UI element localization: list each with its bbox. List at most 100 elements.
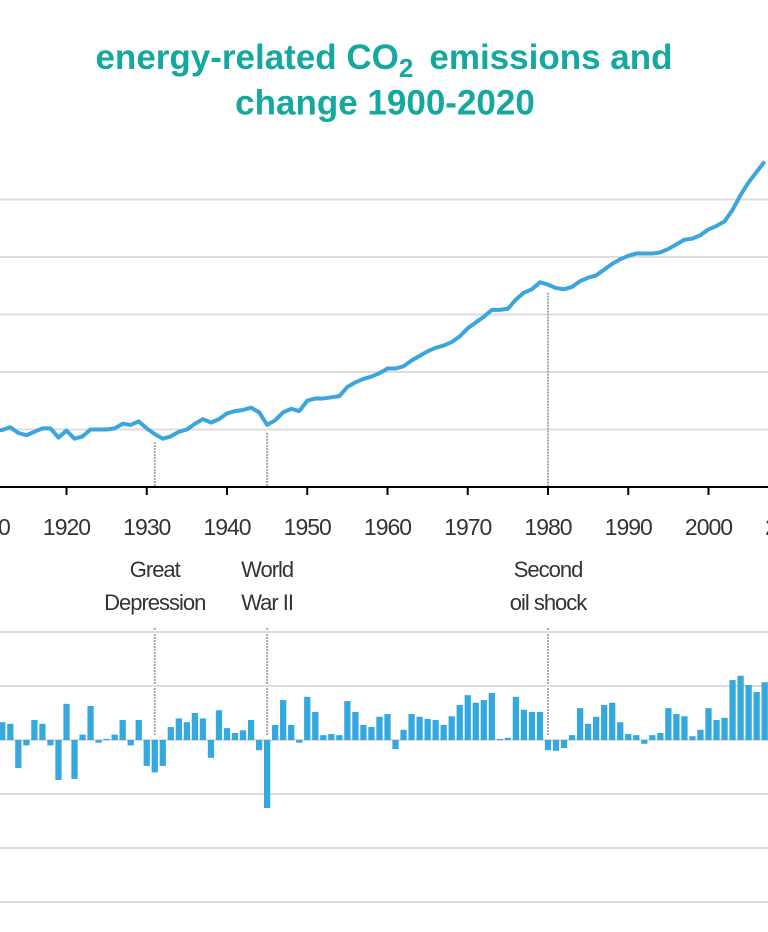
bar (584, 723, 592, 740)
x-tick-label: 1940 (203, 514, 250, 540)
bar (255, 740, 263, 751)
bar (528, 711, 536, 740)
bar (63, 703, 70, 740)
bar (183, 722, 191, 740)
x-tick-label: 1960 (364, 514, 411, 540)
bar (472, 702, 479, 740)
bar (544, 740, 552, 751)
bar (95, 740, 102, 743)
bar (304, 696, 311, 740)
bar (384, 714, 391, 740)
bar (745, 684, 752, 740)
bar (159, 740, 166, 766)
bar (263, 740, 271, 809)
bar (296, 740, 303, 743)
bar (15, 740, 22, 769)
bar (127, 740, 134, 746)
bar (392, 740, 399, 750)
bar (87, 705, 94, 740)
bar (272, 724, 279, 740)
bar (480, 700, 487, 740)
data-line (0, 160, 767, 441)
bar (360, 724, 367, 740)
bar (681, 716, 688, 740)
bar (576, 708, 584, 740)
annotation-label: Depression (104, 590, 205, 615)
bar (761, 682, 768, 740)
x-tick-label: 1980 (524, 514, 571, 540)
title-text: emissions and (429, 38, 672, 77)
bar (432, 720, 439, 740)
x-tick-label: 1990 (605, 514, 652, 540)
bar (601, 704, 608, 740)
bar (79, 734, 86, 740)
bar (288, 724, 295, 740)
bar (496, 738, 503, 740)
bar (39, 723, 46, 740)
bar (151, 740, 158, 773)
bar (560, 740, 568, 749)
x-tick-label: 2010 (765, 514, 768, 540)
bar (215, 710, 223, 740)
bar (352, 711, 359, 740)
annotation-label: War II (241, 590, 293, 615)
bar (408, 714, 415, 740)
bar (753, 691, 760, 740)
bar (320, 735, 327, 740)
bar (665, 708, 672, 740)
bar (456, 704, 463, 740)
bar (536, 711, 544, 740)
bar (568, 735, 576, 740)
bar (344, 701, 351, 740)
bar (119, 720, 126, 740)
bar (280, 700, 287, 740)
bar (689, 736, 696, 740)
x-tick-label: 1920 (43, 514, 90, 540)
bar (7, 723, 14, 740)
bar (328, 734, 335, 740)
bar (143, 740, 150, 766)
bar (641, 740, 648, 744)
annotation-label: Second (514, 557, 583, 582)
bar (609, 702, 616, 740)
bar (167, 727, 174, 740)
bar (199, 718, 207, 740)
chart-title: energy-related CO2 emissions and (95, 38, 672, 83)
bar (713, 720, 720, 740)
bar (55, 740, 62, 780)
bar (0, 722, 6, 740)
bar (657, 732, 664, 740)
bar (673, 714, 680, 740)
bar (625, 734, 632, 740)
annotation-label: World (241, 557, 293, 582)
bar (400, 729, 407, 740)
bar (737, 675, 744, 740)
bar (207, 740, 215, 758)
bar (552, 740, 560, 751)
bar (223, 728, 231, 740)
bar (593, 716, 600, 740)
bar (464, 695, 471, 740)
bar (111, 734, 118, 740)
bar (649, 735, 656, 740)
bar (47, 740, 54, 746)
bar (617, 722, 624, 740)
x-tick-label: 1910 (0, 514, 10, 540)
bar (440, 724, 447, 740)
bar (721, 717, 728, 740)
bar (633, 735, 640, 740)
bar (488, 693, 495, 740)
bar (71, 740, 78, 779)
bar (103, 738, 110, 740)
bar (520, 709, 528, 740)
x-tick-label: 1950 (284, 514, 331, 540)
bar (191, 713, 199, 740)
annotation-label: oil shock (510, 590, 589, 615)
x-tick-label: 1970 (444, 514, 491, 540)
x-tick-label: 1930 (123, 514, 170, 540)
annotation-label: Great (130, 557, 181, 582)
bar (239, 730, 247, 740)
bar (416, 716, 423, 740)
